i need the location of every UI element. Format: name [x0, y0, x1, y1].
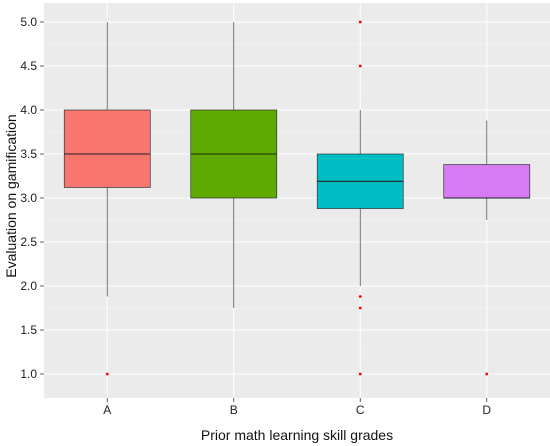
x-tick-label: A: [103, 403, 111, 417]
plot-panel: [44, 3, 550, 398]
y-tick-label: 2.0: [20, 279, 37, 293]
box-b: [190, 22, 278, 308]
y-axis-ticks: 1.0 1.5 2.0 2.5 3.0 3.5 4.0 4.5 5.0: [20, 15, 44, 381]
x-tick-label: D: [482, 403, 491, 417]
y-axis-title: Evaluation on gamification: [3, 114, 19, 277]
x-axis-title: Prior math learning skill grades: [201, 427, 393, 443]
box-c: [316, 20, 404, 376]
outlier-point: [358, 20, 362, 24]
outlier-point: [485, 372, 489, 376]
y-tick-label: 4.0: [20, 103, 37, 117]
x-tick-label: C: [356, 403, 365, 417]
outlier-point: [105, 372, 109, 376]
outlier-point: [358, 295, 362, 298]
outlier-point: [358, 64, 362, 68]
outlier-point: [358, 372, 362, 376]
y-tick-label: 5.0: [20, 15, 37, 29]
outlier-point: [358, 306, 362, 310]
box-d: [443, 120, 531, 376]
y-tick-label: 1.5: [20, 323, 37, 337]
y-tick-label: 3.5: [20, 147, 37, 161]
y-tick-label: 3.0: [20, 191, 37, 205]
y-tick-label: 4.5: [20, 59, 37, 73]
y-tick-label: 1.0: [20, 367, 37, 381]
box-plots: [63, 20, 531, 376]
box-iqr: [443, 164, 531, 199]
y-tick-label: 2.5: [20, 235, 37, 249]
x-tick-label: B: [230, 403, 238, 417]
x-axis-ticks: A B C D: [103, 398, 491, 417]
box-a: [63, 22, 151, 376]
box-iqr: [63, 109, 151, 188]
